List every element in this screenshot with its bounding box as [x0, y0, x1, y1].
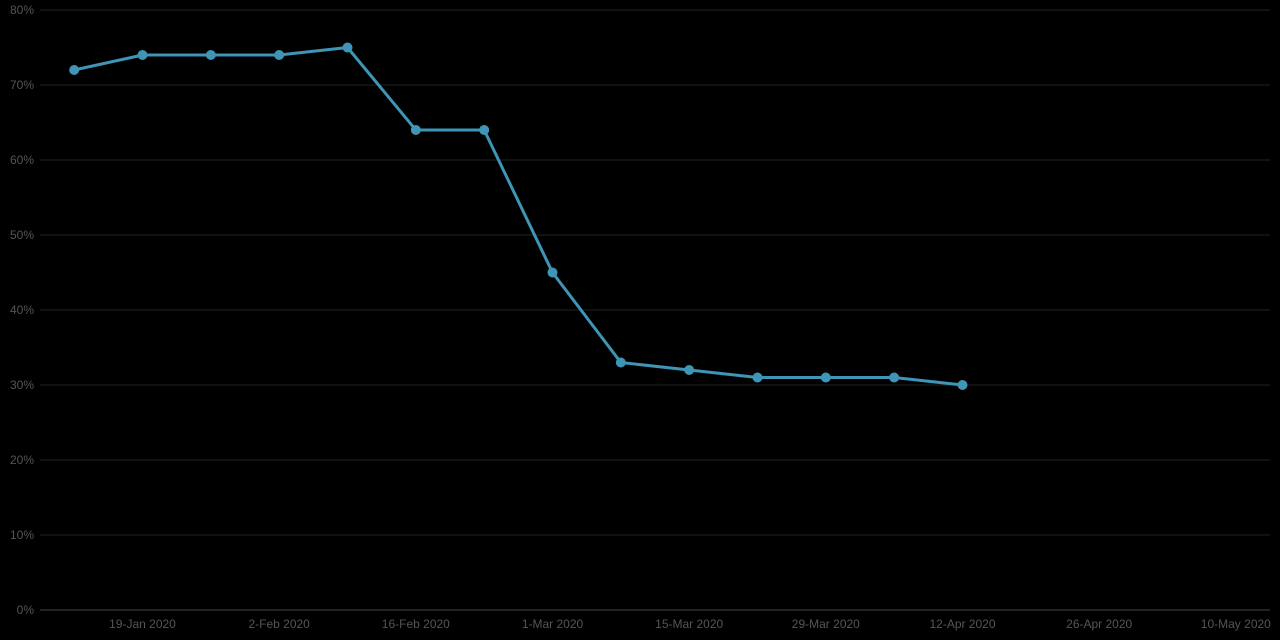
series-marker — [821, 373, 830, 382]
series-marker — [480, 126, 489, 135]
x-tick-label: 10-May 2020 — [1201, 617, 1271, 631]
y-tick-label: 30% — [10, 378, 34, 392]
x-tick-label: 12-Apr 2020 — [929, 617, 995, 631]
line-chart: 0% 10% 20% 30% 40% 50% 60% 70% 80% 19-Jan 2020 2-F… — [0, 0, 1280, 640]
series-marker — [548, 268, 557, 277]
x-tick-label: 19-Jan 2020 — [109, 617, 176, 631]
series-marker — [206, 51, 215, 60]
y-tick-label: 70% — [10, 78, 34, 92]
series-marker — [616, 358, 625, 367]
x-tick-label: 26-Apr 2020 — [1066, 617, 1132, 631]
x-tick-label: 2-Feb 2020 — [248, 617, 310, 631]
y-tick-label: 10% — [10, 528, 34, 542]
x-tick-label: 1-Mar 2020 — [522, 617, 584, 631]
series-marker — [138, 51, 147, 60]
chart-svg: 0% 10% 20% 30% 40% 50% 60% 70% 80% 19-Jan 2020 2-F… — [0, 0, 1280, 640]
y-tick-label: 20% — [10, 453, 34, 467]
x-tick-label: 15-Mar 2020 — [655, 617, 723, 631]
y-tick-label: 80% — [10, 3, 34, 17]
y-tick-label: 40% — [10, 303, 34, 317]
series-marker — [343, 43, 352, 52]
series-marker — [411, 126, 420, 135]
series-marker — [70, 66, 79, 75]
series-marker — [958, 381, 967, 390]
x-tick-label: 29-Mar 2020 — [792, 617, 860, 631]
series-marker — [685, 366, 694, 375]
y-tick-label: 60% — [10, 153, 34, 167]
y-tick-label: 0% — [17, 603, 35, 617]
series-marker — [890, 373, 899, 382]
series-marker — [753, 373, 762, 382]
y-tick-label: 50% — [10, 228, 34, 242]
series-marker — [275, 51, 284, 60]
x-tick-label: 16-Feb 2020 — [382, 617, 450, 631]
